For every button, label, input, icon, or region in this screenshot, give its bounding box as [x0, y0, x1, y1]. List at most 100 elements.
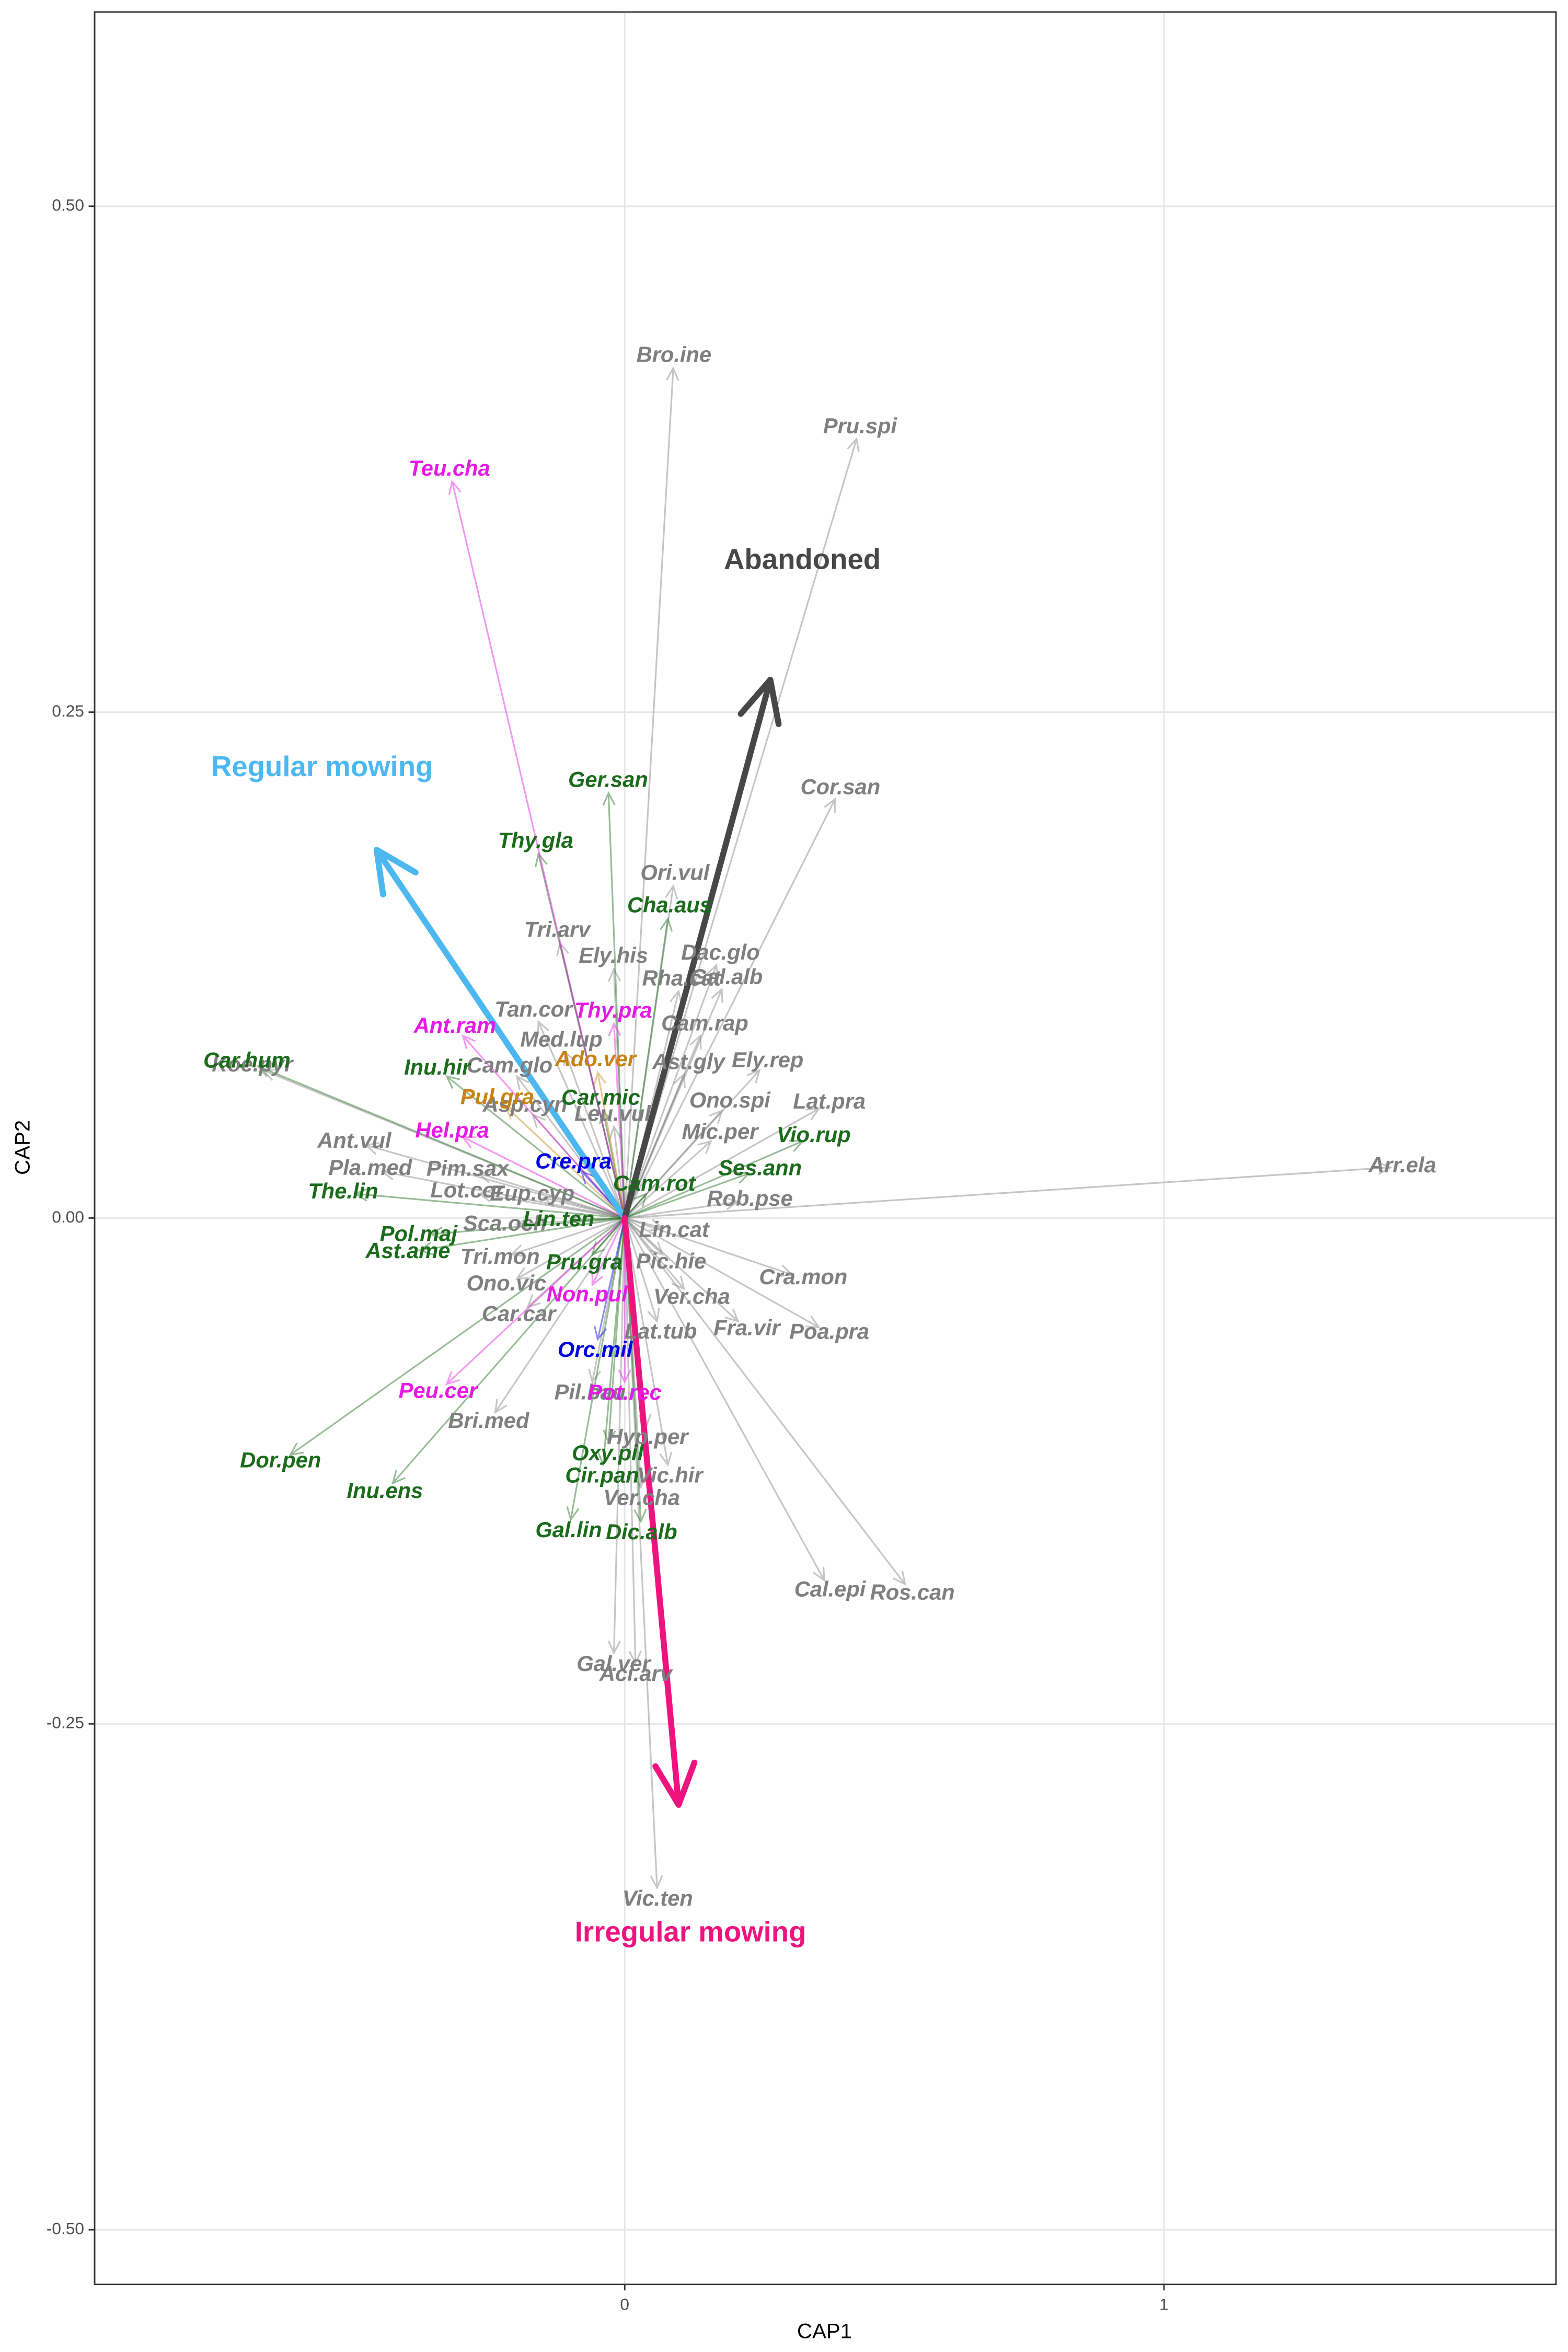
species-arrow — [607, 967, 626, 1218]
y-tick-label: 0.50 — [52, 195, 84, 214]
y-tick-label: 0.25 — [52, 701, 84, 720]
species-label: Leu.vul — [574, 1101, 651, 1125]
species-arrow — [624, 1197, 740, 1219]
species-label: Car.hum — [203, 1047, 291, 1072]
species-label: Car.car — [482, 1301, 557, 1325]
species-arrow — [607, 1218, 626, 1655]
species-label: Ros.can — [870, 1579, 955, 1604]
species-arrow — [602, 791, 626, 1218]
species-label: Gal.alb — [690, 964, 763, 989]
species-arrow — [448, 479, 626, 1218]
species-label: Mic.per — [682, 1119, 760, 1144]
species-label: Thy.gla — [498, 828, 573, 852]
species-arrow — [494, 1217, 626, 1414]
species-label: Ely.his — [579, 943, 648, 967]
species-label: Lot.cor — [430, 1178, 505, 1202]
species-arrow — [624, 1217, 664, 1232]
species-arrow — [563, 1050, 626, 1218]
species-arrow — [594, 1218, 626, 1342]
species-label: Orc.mil — [558, 1337, 633, 1362]
species-arrow — [256, 1064, 625, 1219]
species-arrow — [364, 1142, 625, 1219]
species-arrow — [445, 1075, 626, 1219]
species-arrow — [445, 1217, 626, 1386]
species-label: Gal.lin — [535, 1517, 602, 1542]
species-label: Fra.vir — [713, 1315, 781, 1340]
species-arrow — [624, 1217, 794, 1277]
species-label: Pul.gra — [460, 1085, 534, 1109]
species-arrow — [624, 987, 723, 1219]
species-label: Vio.rup — [777, 1122, 851, 1147]
species-arrow — [608, 1125, 626, 1218]
species-arrow — [532, 1113, 626, 1219]
species-label: Cam.rap — [661, 1011, 748, 1035]
species-label: Dor.pen — [240, 1448, 321, 1472]
species-arrow — [624, 1217, 821, 1329]
species-arrow — [261, 1068, 625, 1219]
species-label: Cha.aus — [627, 893, 712, 917]
species-label: Cor.san — [801, 774, 881, 799]
species-arrow — [537, 1020, 626, 1219]
species-label: Tri.arv — [524, 917, 592, 942]
species-arrow — [535, 851, 626, 1218]
species-arrow — [624, 366, 679, 1218]
species-arrow — [556, 941, 626, 1218]
species-arrow — [624, 1073, 686, 1219]
species-label: The.lin — [308, 1179, 378, 1203]
species-label: Ver.cha — [603, 1485, 680, 1509]
species-label: Peu.cer — [399, 1378, 479, 1403]
treatment-label: Regular mowing — [211, 751, 433, 782]
species-label: Tri.mon — [460, 1244, 540, 1269]
species-label: Ant.ram — [413, 1013, 496, 1037]
species-label: Ver.cha — [653, 1284, 730, 1309]
species-label: Ono.vic — [466, 1271, 546, 1295]
species-arrow — [597, 1218, 626, 1467]
species-arrow — [591, 1217, 626, 1256]
species-label: Lat.tub — [625, 1319, 697, 1343]
species-arrow — [608, 1022, 626, 1218]
species-label: Sca.och — [463, 1210, 547, 1235]
species-arrow — [624, 1171, 751, 1219]
species-arrow — [515, 1217, 625, 1280]
species-label: Med.lup — [520, 1027, 602, 1051]
treatment-label: Abandoned — [724, 543, 881, 575]
species-arrow — [477, 1170, 625, 1219]
species-label: Gal.ver — [577, 1651, 652, 1676]
species-label: Hel.pra — [416, 1117, 489, 1142]
species-arrow — [391, 1217, 626, 1485]
x-tick-label: 1 — [1159, 2295, 1169, 2313]
species-label: Cam.rot — [613, 1171, 697, 1195]
species-arrow — [624, 1069, 761, 1219]
species-label: Ast.ame — [365, 1238, 450, 1263]
species-arrow — [566, 1218, 626, 1521]
species-arrow — [624, 1217, 686, 1290]
species-label: Ant.vul — [317, 1128, 392, 1152]
treatment-arrow — [373, 847, 628, 1221]
species-label: Inu.ens — [347, 1478, 423, 1503]
species-label: Vic.hir — [637, 1462, 705, 1487]
species-label: Asp.cyn — [482, 1092, 568, 1116]
treatment-arrow — [621, 676, 782, 1221]
species-arrow — [624, 1217, 906, 1586]
species-label: Pru.spi — [823, 413, 898, 438]
y-tick-label: -0.25 — [47, 1713, 84, 1732]
species-label: Car.mic — [561, 1085, 640, 1110]
species-arrow — [624, 884, 678, 1218]
species-label: Dac.glo — [681, 940, 759, 964]
species-label: Pol.maj — [380, 1221, 458, 1246]
species-arrow — [353, 1188, 625, 1219]
species-arrow — [598, 1109, 626, 1218]
species-arrow — [624, 797, 836, 1219]
species-label: Hyp.per — [607, 1424, 689, 1449]
x-axis-title: CAP1 — [797, 2319, 852, 2343]
species-arrow — [569, 1213, 625, 1227]
species-arrow — [515, 1217, 625, 1230]
y-axis-title: CAP2 — [11, 1120, 34, 1175]
species-arrow — [624, 1218, 642, 1665]
species-label: Ses.ann — [718, 1155, 802, 1180]
species-arrow — [477, 1189, 625, 1219]
treatment-arrow — [621, 1215, 698, 1808]
species-label: Teu.cha — [409, 456, 490, 480]
